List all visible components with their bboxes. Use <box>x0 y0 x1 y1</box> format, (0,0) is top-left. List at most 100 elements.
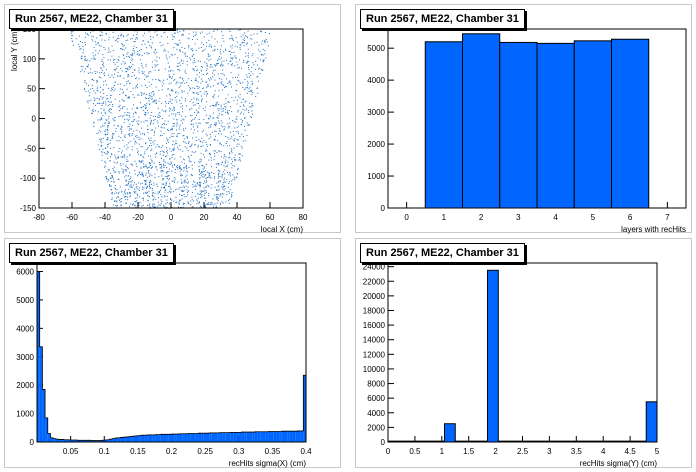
scatter-point <box>114 185 116 187</box>
scatter-point <box>103 108 105 110</box>
scatter-point <box>114 156 116 158</box>
scatter-point <box>129 195 131 197</box>
scatter-point <box>223 189 225 191</box>
scatter-point <box>233 134 235 136</box>
scatter-point <box>190 174 192 176</box>
scatter-point <box>130 177 132 179</box>
scatter-point <box>227 101 229 103</box>
scatter-point <box>130 140 132 142</box>
scatter-point <box>196 85 198 87</box>
scatter-point <box>161 85 163 87</box>
scatter-point <box>248 64 250 66</box>
scatter-point <box>231 65 233 67</box>
scatter-point <box>219 170 221 172</box>
scatter-point <box>79 48 81 50</box>
scatter-point <box>153 131 155 133</box>
scatter-point <box>122 139 124 141</box>
scatter-point <box>203 118 205 120</box>
scatter-point <box>231 52 233 54</box>
scatter-point <box>186 60 188 62</box>
scatter-point <box>141 72 143 74</box>
scatter-point <box>227 112 229 114</box>
scatter-point <box>186 178 188 180</box>
scatter-point <box>172 180 174 182</box>
scatter-point <box>192 35 194 37</box>
scatter-point <box>224 128 226 130</box>
scatter-point <box>226 191 228 193</box>
scatter-point <box>107 132 109 134</box>
scatter-point <box>96 133 98 135</box>
scatter-point <box>134 119 136 121</box>
scatter-point <box>134 52 136 54</box>
scatter-point <box>163 195 165 197</box>
scatter-point <box>197 193 199 195</box>
scatter-point <box>105 176 107 178</box>
scatter-point <box>146 129 148 131</box>
scatter-point <box>89 92 91 94</box>
scatter-point <box>242 135 244 137</box>
scatter-point <box>216 182 218 184</box>
scatter-point <box>173 113 175 115</box>
histogram-bar <box>147 434 150 442</box>
scatter-point <box>123 44 125 46</box>
scatter-point <box>228 50 230 52</box>
scatter-point <box>189 57 191 59</box>
scatter-point <box>152 36 154 38</box>
scatter-point <box>132 184 134 186</box>
scatter-point <box>117 196 119 198</box>
scatter-point <box>217 95 219 97</box>
scatter-point <box>221 162 223 164</box>
scatter-point <box>202 80 204 82</box>
histogram-bar <box>233 432 237 442</box>
scatter-point <box>182 135 184 137</box>
scatter-point <box>191 151 193 153</box>
histogram-bar <box>136 435 140 442</box>
scatter-point <box>131 133 133 135</box>
x-tick-label: 0.15 <box>130 447 146 456</box>
scatter-point <box>223 40 225 42</box>
scatter-point <box>221 177 223 179</box>
scatter-point <box>264 39 266 41</box>
scatter-point <box>217 163 219 165</box>
scatter-point <box>206 184 208 186</box>
scatter-point <box>163 127 165 129</box>
scatter-point <box>214 64 216 66</box>
chart-title-local-xy: Run 2567, ME22, Chamber 31 <box>9 9 174 29</box>
scatter-point <box>136 107 138 109</box>
scatter-point <box>235 57 237 59</box>
scatter-point <box>171 135 173 137</box>
scatter-point <box>134 30 136 32</box>
scatter-point <box>171 199 173 201</box>
scatter-point <box>197 69 199 71</box>
scatter-point <box>84 80 86 82</box>
scatter-point <box>142 199 144 201</box>
scatter-point <box>141 161 143 163</box>
scatter-point <box>201 50 203 52</box>
scatter-point <box>232 161 234 163</box>
scatter-point <box>151 61 153 63</box>
scatter-point <box>240 29 242 31</box>
scatter-point <box>89 71 91 73</box>
scatter-point <box>197 110 199 112</box>
scatter-point <box>201 194 203 196</box>
scatter-point <box>258 44 260 46</box>
scatter-point <box>227 123 229 125</box>
scatter-point <box>121 152 123 154</box>
scatter-point <box>204 174 206 176</box>
scatter-point <box>83 88 85 90</box>
scatter-point <box>205 190 207 192</box>
scatter-point <box>127 168 129 170</box>
scatter-point <box>153 130 155 132</box>
scatter-point <box>150 181 152 183</box>
scatter-point <box>107 125 109 127</box>
scatter-point <box>105 119 107 121</box>
scatter-point <box>209 115 211 117</box>
scatter-point <box>133 138 135 140</box>
scatter-point <box>252 53 254 55</box>
scatter-point <box>133 191 135 193</box>
scatter-point <box>152 101 154 103</box>
scatter-point <box>165 110 167 112</box>
scatter-point <box>199 190 201 192</box>
scatter-point <box>125 198 127 200</box>
scatter-point <box>119 93 121 95</box>
